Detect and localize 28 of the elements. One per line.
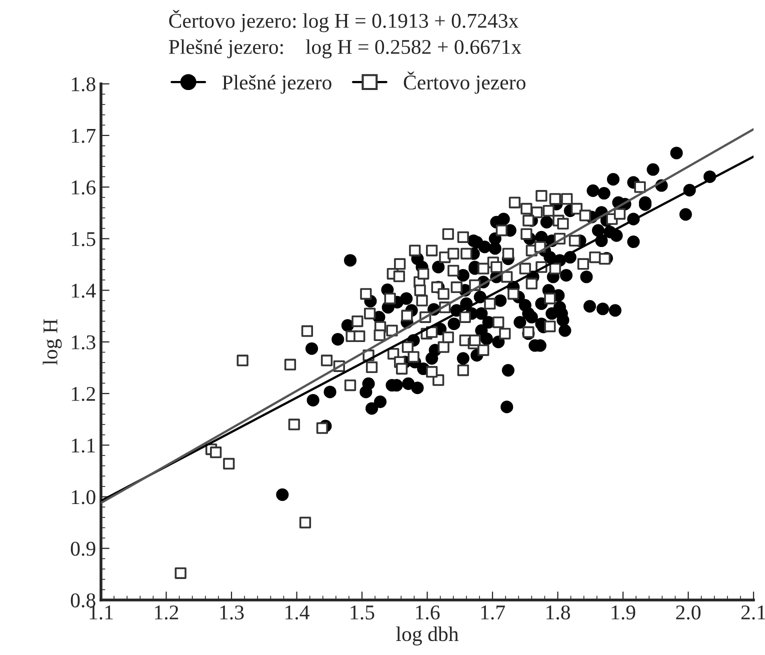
x-tick-label: 1.5 xyxy=(350,606,374,620)
text: Čertovo jezero: log H = 0.1913 + 0.7243x xyxy=(169,10,518,32)
x-tick-label: 1.8 xyxy=(546,605,570,620)
y-axis-title: log H xyxy=(42,319,62,365)
y-tick-label: 1.7 xyxy=(72,128,96,143)
legend-label: Plešné jezero xyxy=(222,74,332,94)
x-tick-label: 1.4 xyxy=(286,606,310,620)
y-tick-label: 1.3 xyxy=(72,335,96,350)
x-axis-title: log dbh xyxy=(396,626,459,646)
x-tick-label: 2.0 xyxy=(676,605,700,620)
x-tick-label: 2.1 xyxy=(741,606,765,620)
x-tick-label: 1.1 xyxy=(90,606,113,620)
y-tick-label: 1.5 xyxy=(72,232,96,246)
x-tick-label: 1.3 xyxy=(220,606,244,620)
y-tick-label: 1.1 xyxy=(72,438,95,453)
y-tick-label: 1.8 xyxy=(72,77,96,92)
y-tick-label: 1.0 xyxy=(72,490,96,504)
x-tick-label: 1.9 xyxy=(612,606,636,620)
y-tick-label: 1.4 xyxy=(72,284,96,298)
y-tick-label: 0.9 xyxy=(70,542,96,556)
x-tick-label: 1.7 xyxy=(481,606,505,620)
text: Plešné jezero: log H = 0.2582 + 0.6671x xyxy=(168,39,522,58)
legend-label: Čertovo jezero xyxy=(404,72,526,94)
y-tick-label: 1.2 xyxy=(72,386,95,402)
y-tick-label: 1.6 xyxy=(72,180,96,195)
x-tick-label: 1.2 xyxy=(155,606,178,620)
x-tick-label: 1.6 xyxy=(416,606,440,620)
y-tick-label: 0.8 xyxy=(70,593,96,608)
